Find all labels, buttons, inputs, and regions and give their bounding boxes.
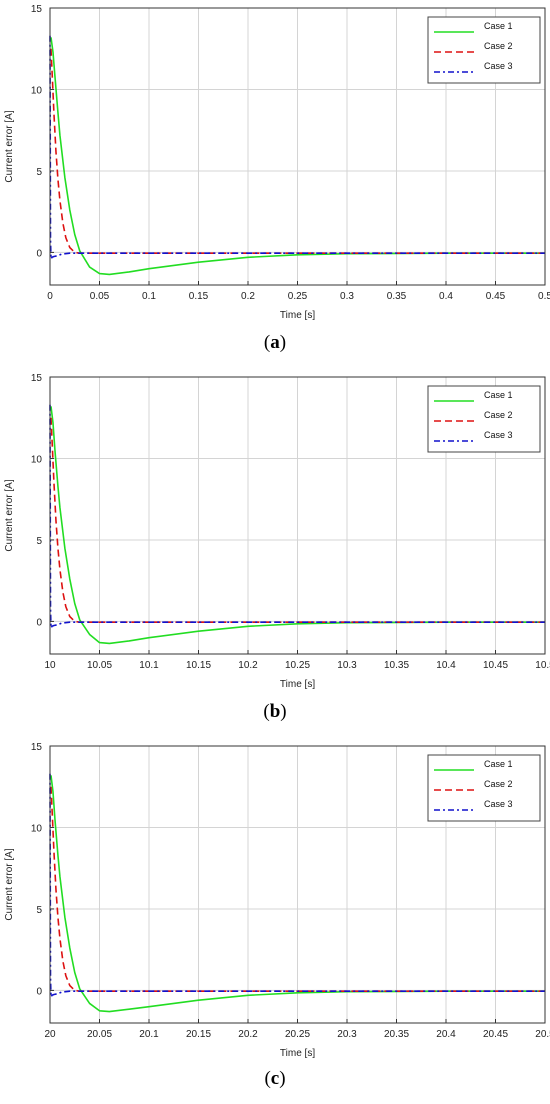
legend-box <box>427 385 541 453</box>
x-tick-label: 20.05 <box>87 1029 112 1040</box>
y-tick-label: 10 <box>31 454 43 465</box>
series-line-2 <box>50 417 545 624</box>
x-tick-label: 10.25 <box>285 660 310 671</box>
y-tick-label: 15 <box>31 4 43 15</box>
legend-label-1: Case 1 <box>484 21 513 31</box>
chart-c: 20 20.05 20.1 20.15 20.2 20.25 20.3 20.35 20.4 20… <box>4 742 550 1059</box>
y-tick-label: 5 <box>36 167 42 178</box>
legend-box <box>427 754 541 822</box>
legend-label-1: Case 1 <box>484 390 513 400</box>
x-tick-label: 10.1 <box>139 660 159 671</box>
x-tick-label: 0.4 <box>439 291 453 302</box>
legend-label-2: Case 2 <box>484 779 513 789</box>
x-tick-label: 20.2 <box>238 1029 258 1040</box>
x-tick-label: 20.35 <box>384 1029 409 1040</box>
x-tick-label: 0.2 <box>241 291 255 302</box>
y-tick-label: 5 <box>36 905 42 916</box>
x-tick-label: 0.45 <box>486 291 506 302</box>
x-tick-label: 10.2 <box>238 660 258 671</box>
y-tick-label: 0 <box>36 248 42 259</box>
chart-panel-b: 10 10.05 10.1 10.15 10.2 10.25 10.3 10.35 10.4 10… <box>0 369 550 735</box>
legend-box <box>427 16 541 84</box>
x-tick-label: 10.35 <box>384 660 409 671</box>
x-tick-label: 20.4 <box>436 1029 456 1040</box>
y-tick-label: 10 <box>31 85 43 96</box>
chart-panel-a: 0 0.05 0.1 0.15 0.2 0.25 0.3 0.35 0.4 0.45 0.5 0 5 10… <box>0 0 550 366</box>
x-tick-label: 20.15 <box>186 1029 211 1040</box>
x-tick-label: 10.45 <box>483 660 508 671</box>
series-line-2 <box>50 48 545 255</box>
x-tick-label: 10.3 <box>337 660 357 671</box>
chart-panel-c: 20 20.05 20.1 20.15 20.2 20.25 20.3 20.35 20.4 20… <box>0 738 550 1104</box>
caption-c: (c) <box>264 1068 286 1089</box>
x-axis-label: Time [s] <box>280 310 315 321</box>
y-axis-label: Current error [A] <box>4 110 15 182</box>
x-tick-label: 20.5 <box>535 1029 550 1040</box>
caption-b: (b) <box>263 701 287 722</box>
series-line-3 <box>49 773 545 998</box>
x-tick-label: 10.15 <box>186 660 211 671</box>
x-axis-label: Time [s] <box>280 679 315 690</box>
series-line-1 <box>50 37 545 276</box>
series-line-3 <box>49 35 545 260</box>
legend-label-2: Case 2 <box>484 41 513 51</box>
x-tick-label: 20.45 <box>483 1029 508 1040</box>
series-line-2 <box>50 786 545 993</box>
y-axis-label: Current error [A] <box>4 479 15 551</box>
x-tick-label: 0.15 <box>189 291 209 302</box>
legend-label-3: Case 3 <box>484 61 513 71</box>
caption-b-letter: b <box>269 701 281 722</box>
series-line-1 <box>50 775 545 1013</box>
x-tick-label: 0.5 <box>538 291 550 302</box>
y-tick-label: 5 <box>36 536 42 547</box>
chart-b: 10 10.05 10.1 10.15 10.2 10.25 10.3 10.35 10.4 10… <box>4 373 550 690</box>
x-tick-label: 0 <box>47 291 53 302</box>
y-tick-label: 15 <box>31 742 43 753</box>
x-tick-label: 0.3 <box>340 291 354 302</box>
x-tick-label: 20.25 <box>285 1029 310 1040</box>
y-tick-label: 0 <box>36 986 42 997</box>
legend-label-3: Case 3 <box>484 799 513 809</box>
x-tick-label: 20.3 <box>337 1029 357 1040</box>
y-tick-label: 10 <box>31 823 43 834</box>
y-tick-label: 15 <box>31 373 43 384</box>
y-axis-label: Current error [A] <box>4 848 15 920</box>
y-tick-label: 0 <box>36 617 42 628</box>
series-line-1 <box>50 406 545 645</box>
legend-label-3: Case 3 <box>484 430 513 440</box>
x-tick-label: 10.5 <box>535 660 550 671</box>
x-tick-label: 20.1 <box>139 1029 159 1040</box>
chart-a: 0 0.05 0.1 0.15 0.2 0.25 0.3 0.35 0.4 0.45 0.5 0 5 10… <box>4 4 550 321</box>
x-axis-label: Time [s] <box>280 1048 315 1059</box>
caption-a-letter: a <box>270 332 280 353</box>
x-tick-label: 10.4 <box>436 660 456 671</box>
x-tick-label: 0.25 <box>288 291 308 302</box>
legend-label-2: Case 2 <box>484 410 513 420</box>
caption-a: (a) <box>263 332 287 353</box>
caption-c-letter: c <box>270 1068 280 1089</box>
series-line-3 <box>49 404 545 629</box>
x-tick-label: 10 <box>44 660 56 671</box>
x-tick-label: 10.05 <box>87 660 112 671</box>
x-tick-label: 0.1 <box>142 291 156 302</box>
x-tick-label: 0.05 <box>90 291 110 302</box>
x-tick-label: 20 <box>44 1029 56 1040</box>
x-tick-label: 0.35 <box>387 291 407 302</box>
legend-label-1: Case 1 <box>484 759 513 769</box>
